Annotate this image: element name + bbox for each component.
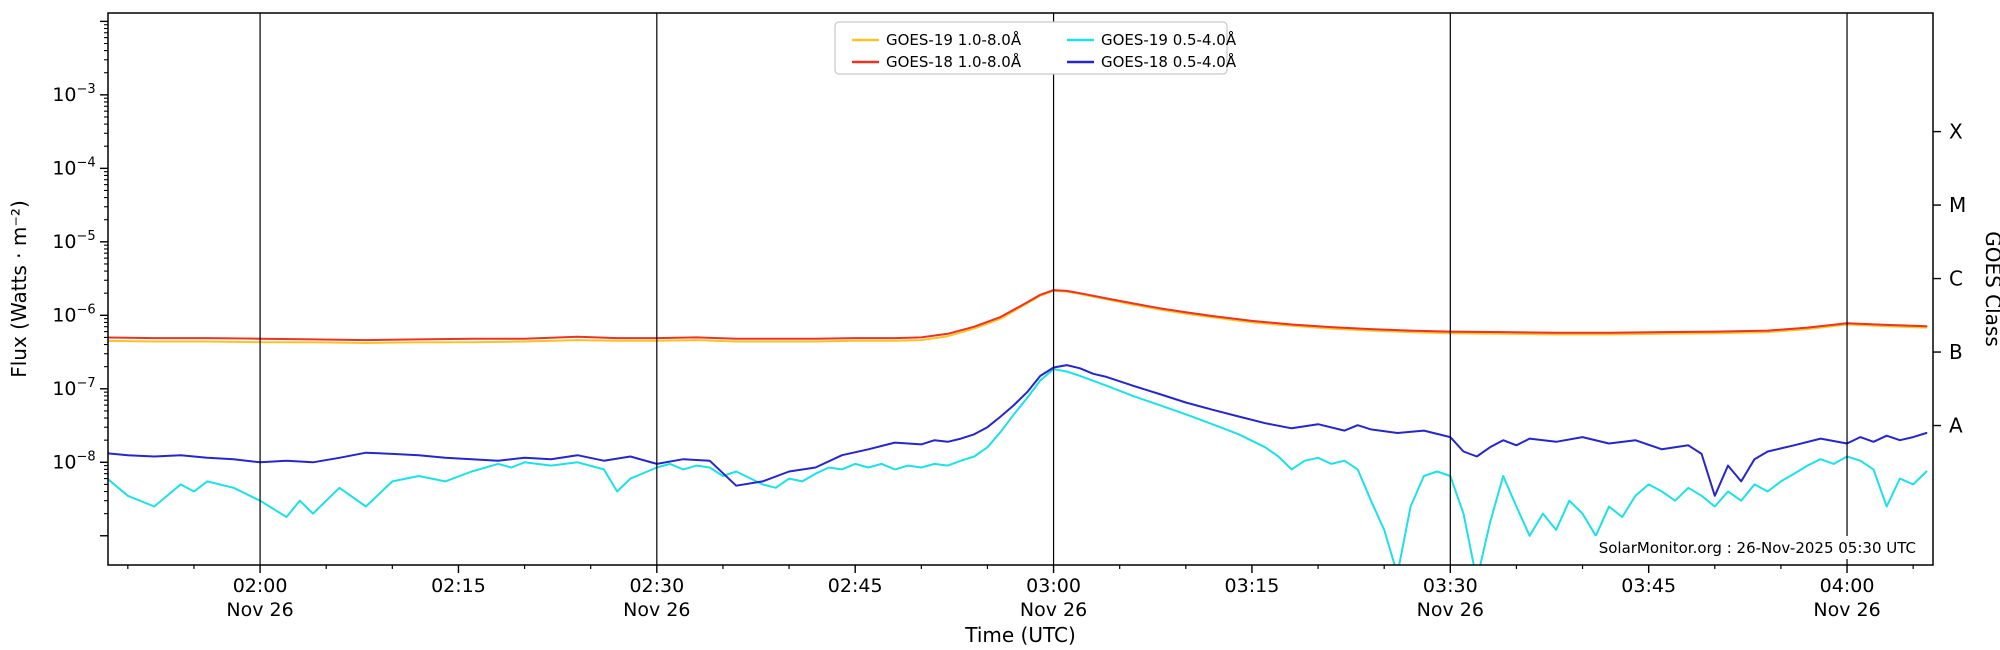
plot-border (107, 12, 1934, 566)
series-group (108, 289, 1928, 565)
legend: GOES-19 1.0-8.0Å GOES-18 1.0-8.0Å GOES-19 … (834, 21, 1237, 75)
x-tick-label: 02:45 (828, 575, 883, 597)
x-tick-date-label: Nov 26 (226, 599, 293, 621)
vertical-gridlines (259, 13, 1848, 565)
legend-box (834, 21, 1228, 75)
x-tick-label: 03:45 (1621, 575, 1676, 597)
x-tick-label: 03:30 (1423, 575, 1478, 597)
x-tick-label: 02:00 (233, 575, 288, 597)
legend-entry-label: GOES-19 1.0-8.0Å (886, 30, 1022, 49)
legend-entry-label: GOES-18 0.5-4.0Å (1101, 52, 1237, 71)
class-letter-A: A (1949, 414, 1963, 438)
class-letter-M: M (1949, 193, 1966, 217)
series-line-goes-19-0-5-4-0- (108, 368, 1928, 565)
y-tick-label: 10−4 (52, 155, 95, 179)
y-axis-label: Flux (Watts · m⁻²) (7, 200, 31, 378)
y-axis: 10−8 10−7 10−6 10−5 10−4 10−3 (52, 20, 108, 537)
x-tick-date-label: Nov 26 (1020, 599, 1087, 621)
goes-class-axis-label: GOES Class (1981, 231, 2000, 347)
x-tick-date-label: Nov 26 (1417, 599, 1484, 621)
x-tick-date-label: Nov 26 (1813, 599, 1880, 621)
x-tick-label: 02:15 (431, 575, 486, 597)
x-tick-label: 02:30 (629, 575, 684, 597)
x-axis-label: Time (UTC) (964, 623, 1076, 647)
class-letter-C: C (1949, 267, 1963, 291)
y-tick-label: 10−6 (52, 302, 95, 326)
legend-entry-label: GOES-18 1.0-8.0Å (886, 52, 1022, 71)
watermark: SolarMonitor.org : 26-Nov-2025 05:30 UTC (1599, 539, 1916, 557)
watermark-backing (1568, 536, 1920, 559)
series-line-goes-18-1-0-8-0- (108, 289, 1928, 342)
class-letter-X: X (1949, 120, 1963, 144)
y-tick-label: 10−7 (52, 376, 95, 400)
legend-entry-label: GOES-19 0.5-4.0Å (1101, 30, 1237, 49)
y-tick-label: 10−3 (52, 82, 95, 106)
y-tick-label: 10−8 (52, 449, 95, 473)
x-tick-date-label: Nov 26 (623, 599, 690, 621)
series-line-goes-18-0-5-4-0- (108, 364, 1928, 497)
x-tick-label: 03:15 (1225, 575, 1280, 597)
class-letter-B: B (1949, 340, 1963, 364)
x-tick-label: 04:00 (1820, 575, 1875, 597)
x-tick-label: 03:00 (1026, 575, 1081, 597)
goes-class-axis: X M C B A (1933, 120, 1966, 438)
y-tick-label: 10−5 (52, 229, 95, 253)
